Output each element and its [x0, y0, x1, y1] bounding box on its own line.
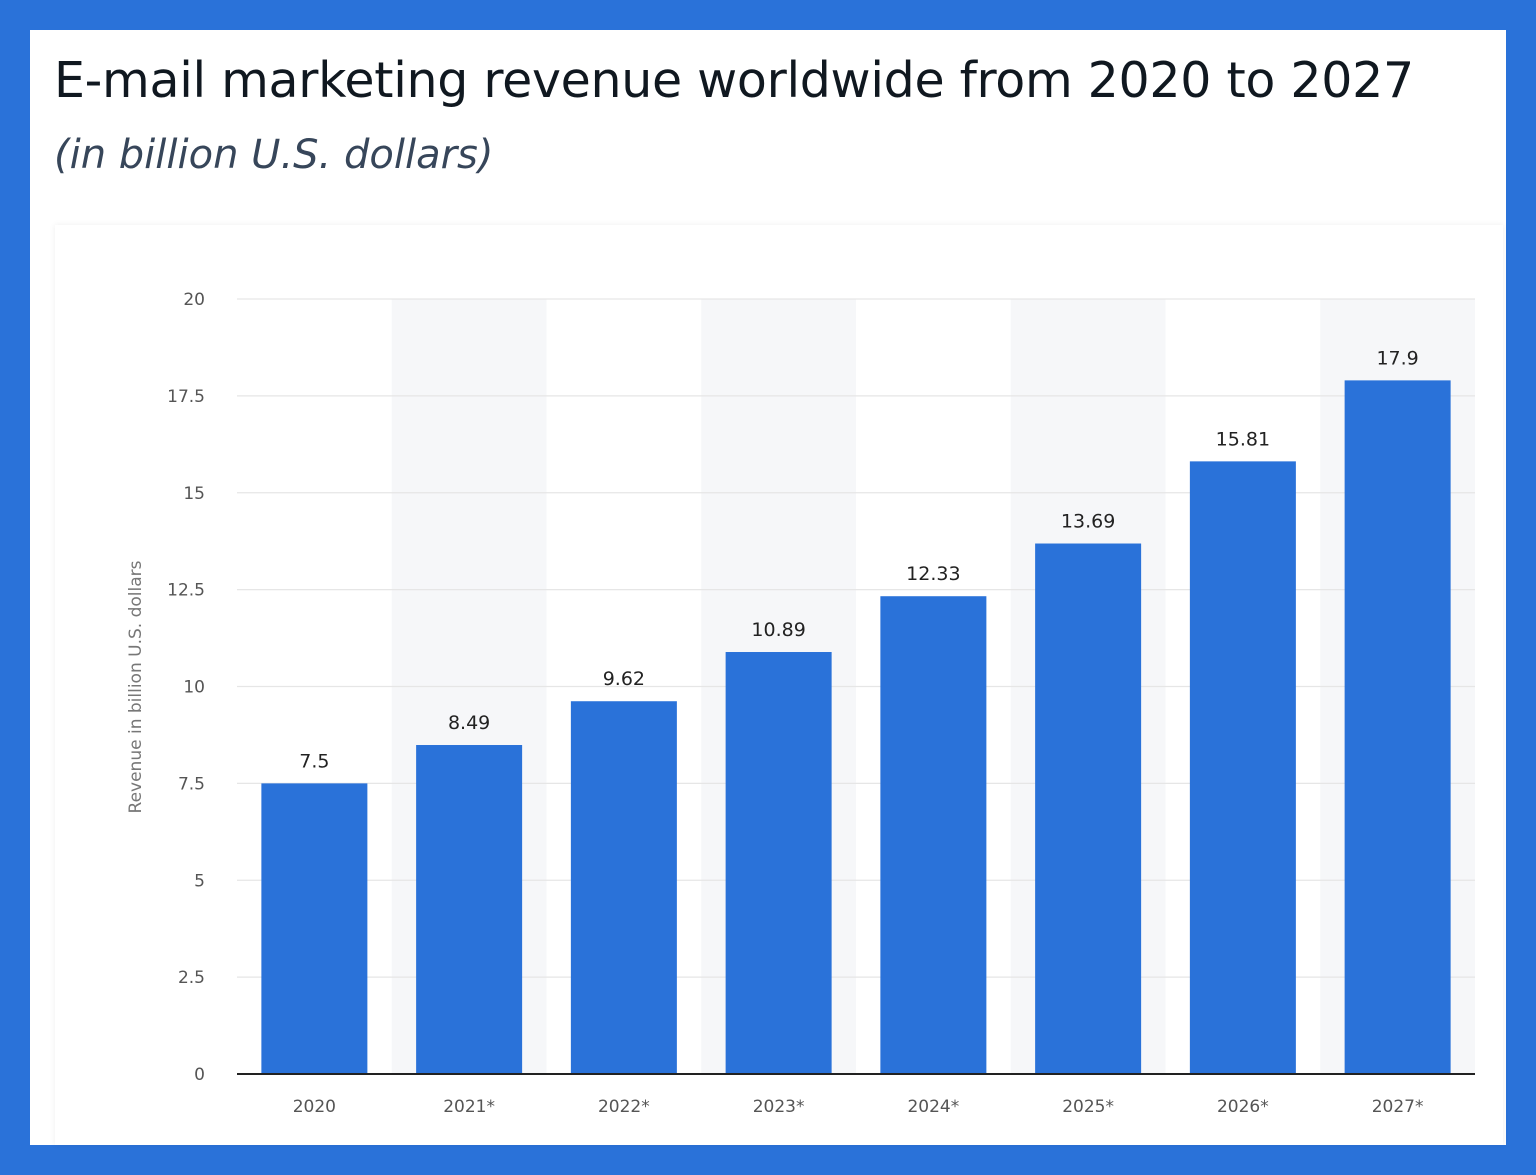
chart-title: E-mail marketing revenue worldwide from … — [54, 52, 1414, 109]
x-tick-label: 2026* — [1217, 1097, 1269, 1117]
chart-subtitle: (in billion U.S. dollars) — [54, 132, 494, 178]
y-tick-label: 20 — [183, 290, 205, 310]
y-tick-label: 12.5 — [167, 581, 205, 601]
y-tick-label: 0 — [194, 1065, 205, 1085]
y-tick-label: 17.5 — [167, 387, 205, 407]
y-tick-label: 2.5 — [178, 968, 205, 988]
x-tick-label: 2021* — [443, 1097, 495, 1117]
y-axis-ticks: 0 2.5 5 7.5 10 12.5 15 17.5 20 — [167, 290, 205, 1085]
y-tick-label: 5 — [194, 871, 205, 891]
bar[interactable] — [261, 783, 368, 1074]
bar[interactable] — [570, 701, 677, 1074]
bar[interactable] — [880, 596, 987, 1074]
data-label: 9.62 — [603, 668, 645, 690]
data-label: 15.81 — [1216, 428, 1270, 450]
x-tick-label: 2024* — [907, 1097, 959, 1117]
y-tick-label: 10 — [183, 678, 205, 698]
data-labels: 7.5 8.49 9.62 10.89 12.33 13.69 15.81 17.9 — [299, 347, 1419, 772]
data-label: 8.49 — [448, 712, 490, 734]
data-label: 12.33 — [906, 563, 960, 585]
bar[interactable] — [416, 745, 523, 1074]
data-label: 7.5 — [299, 750, 329, 772]
y-tick-label: 15 — [183, 484, 205, 504]
x-tick-label: 2020 — [293, 1097, 336, 1117]
x-tick-label: 2023* — [753, 1097, 805, 1117]
bar[interactable] — [725, 652, 832, 1074]
bar[interactable] — [1035, 543, 1142, 1074]
data-label: 13.69 — [1061, 511, 1115, 533]
data-label: 10.89 — [751, 619, 805, 641]
bar[interactable] — [1189, 461, 1296, 1074]
y-tick-label: 7.5 — [178, 774, 205, 794]
bar[interactable] — [1344, 380, 1451, 1074]
bars — [261, 380, 1451, 1074]
x-tick-label: 2027* — [1372, 1097, 1424, 1117]
x-tick-label: 2022* — [598, 1097, 650, 1117]
x-tick-label: 2025* — [1062, 1097, 1114, 1117]
y-axis-label: Revenue in billion U.S. dollars — [126, 560, 146, 813]
x-axis-ticks: 2020 2021* 2022* 2023* 2024* 2025* 2026* 2027* — [293, 1097, 1424, 1117]
data-label: 17.9 — [1376, 347, 1418, 369]
